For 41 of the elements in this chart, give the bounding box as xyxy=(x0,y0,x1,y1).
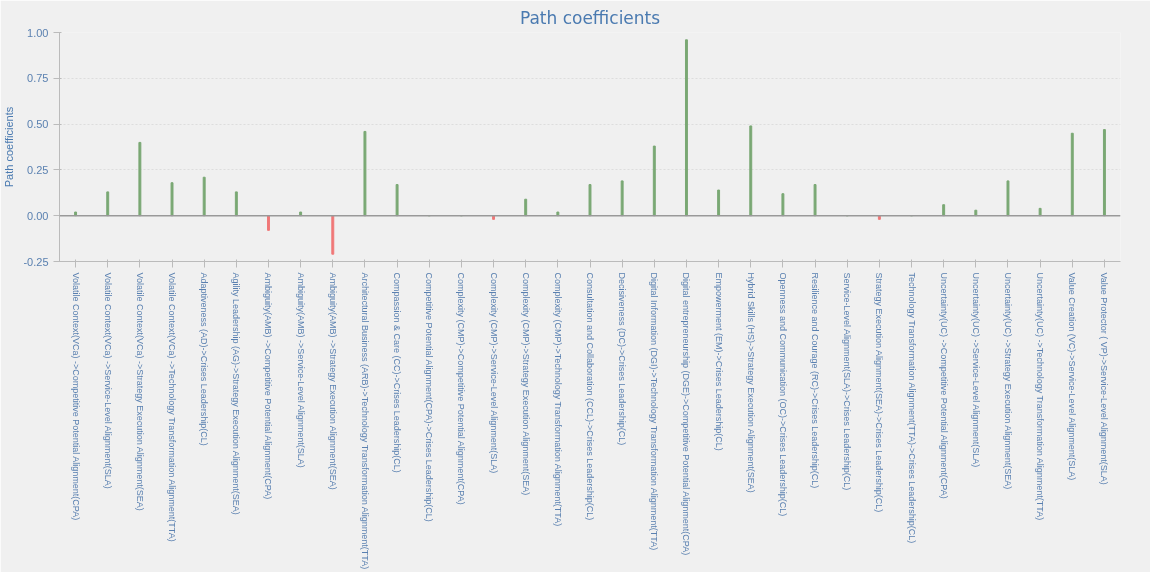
y-tick-label: 0.75 xyxy=(27,72,49,85)
x-tick-label: Volatile Context(VCa) ->Service-Level Alignment(SLA) xyxy=(102,272,113,489)
x-tick-label: Volatile Context(VCa) ->Strategy Execution Alignment(SEA) xyxy=(134,272,145,511)
x-tick-label: Digital entrepreneurship (DGE)->Competitive Potential Alignment(CPA) xyxy=(681,272,692,556)
x-tick-label: Ambiguity(AMB) ->Competitive Potential Alignment(CPA) xyxy=(263,272,274,500)
x-tick-label: Empowerment (EM)->Crises Leadership(CL) xyxy=(713,272,724,451)
x-tick-label: Ambiguity(AMB) ->Strategy Execution Alignment(SEA) xyxy=(327,272,338,490)
y-tick-label: 0.25 xyxy=(27,163,49,176)
x-tick-label: Architectural Business (ARB)->Technology Transformation Alignment(TTA) xyxy=(359,272,370,570)
x-tick-label: Consultation and Collaboration (CCL)->Crises Leadership(CL) xyxy=(585,272,595,521)
x-tick-label: Hybrid Skills (HS)->Strategy Execution Alignment(SEA) xyxy=(745,272,756,493)
x-tick-label: Volatile Context(VCa) ->Technology Transformation Alignment(TTA) xyxy=(167,272,178,542)
y-axis-title: Path coefficients xyxy=(3,106,16,188)
x-tick-label: Service-Level Alignment(SLA)->Crises Leadership(CL) xyxy=(842,272,853,491)
x-tick-label: Complexity (CMP)->Strategy Execution Alignment(SEA) xyxy=(520,272,531,496)
y-tick-label: 0.00 xyxy=(27,209,49,222)
x-tick-label: Uncertainty(UC) ->Technology Transformation Alignment(TTA) xyxy=(1035,272,1046,521)
x-tick-label: Value Protector ( VP)->Service-Level Alignment(SLA) xyxy=(1099,272,1110,485)
x-tick-label: Uncertainty(UC) ->Competitive Potential Alignment(CPA) xyxy=(938,272,949,499)
y-tick-label: -0.25 xyxy=(23,255,49,268)
x-tick-label: Strategy Execution Alignment(SEA)->Crises Leadership(CL) xyxy=(874,272,885,513)
x-tick-label: Complexity (CMP)->Service-Level Alignment(SLA) xyxy=(488,272,499,474)
x-tick-label: Decisiveness (DC)->Crises Leadership(CL) xyxy=(617,272,628,446)
x-tick-label: Agility Leadership (AG)->Strategy Execution Alignment(SEA) xyxy=(231,272,242,515)
x-tick-label: Compassion & Care (CC)->Crises Leadership(CL) xyxy=(392,272,403,473)
x-tick-label: Digital Information (DGI)->Technology Transformation Alignment(TTA) xyxy=(649,272,660,551)
x-tick-label: Competitive Potential Alignment(CPA)->Crises Leadership(CL) xyxy=(424,272,435,522)
x-tick-label: Value Creation (VC)->Service-Level Alignment(SLA) xyxy=(1067,272,1078,481)
x-tick-label: Complexity (CMP)->Technology Transformation Alignment(TTA) xyxy=(552,272,563,527)
x-tick-label: Volatile Context(VCa) ->Competitive Potential Alignment(CPA) xyxy=(70,272,81,521)
x-tick-label: Technology Transformation Alignment(TTA)->Crises Leadership(CL) xyxy=(906,272,917,544)
x-tick-label: Resilience and Courage (RC)->Crises Leadership(CL) xyxy=(810,272,821,489)
x-tick-label: Uncertainty(UC) ->Service-Level Alignment(SLA) xyxy=(970,272,981,468)
y-tick-label: 1.00 xyxy=(27,26,49,39)
y-tick-label: 0.50 xyxy=(27,118,49,131)
x-tick-label: Complexity (CMP)->Competitive Potential Alignment(CPA) xyxy=(456,272,467,505)
x-tick-label: Ambiguity(AMB) ->Service-Level Alignment(SLA) xyxy=(295,272,306,468)
x-tick-label: Uncertainty(UC) ->Strategy Execution Alignment(SEA) xyxy=(1002,272,1013,490)
x-tick-label: Adaptiveness (AD)->Crises Leadership(CL) xyxy=(199,272,210,446)
chart-title: Path coefficients xyxy=(519,7,661,28)
x-tick-label: Openness and Communication (OC)->Crises Leadership(CL) xyxy=(777,272,788,517)
